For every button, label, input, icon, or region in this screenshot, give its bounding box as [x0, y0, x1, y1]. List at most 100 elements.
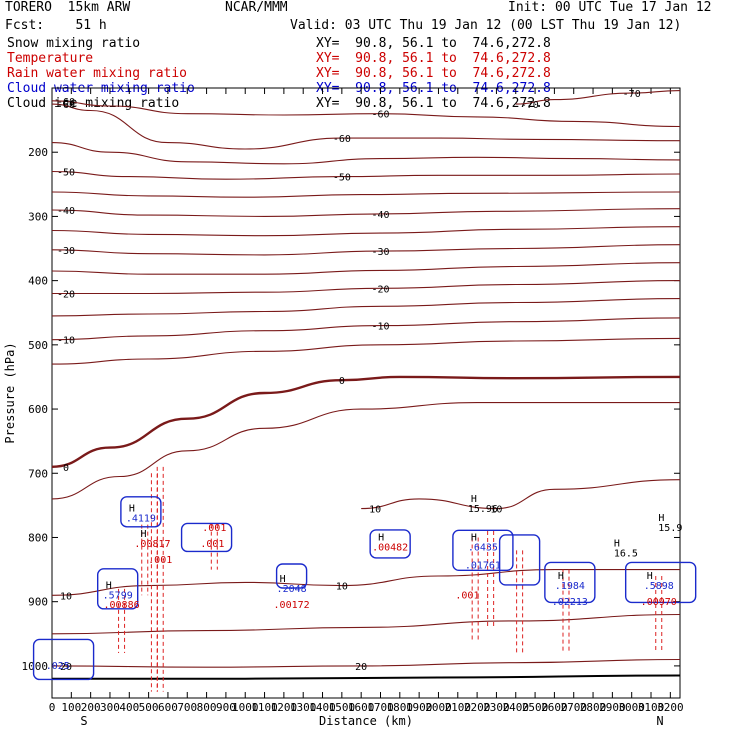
maximum-value: .001	[200, 539, 224, 550]
x-tick-label: 200	[81, 701, 101, 714]
maximum-value: .025	[46, 661, 70, 672]
x-tick-label: 1700	[367, 701, 394, 714]
contour-label: -50	[57, 167, 75, 178]
maximum-marker: H	[140, 529, 146, 540]
legend-label: Rain water mixing ratio	[7, 66, 188, 81]
x-tick-label: 2300	[483, 701, 510, 714]
maximum-marker: H	[614, 539, 620, 550]
cloud-water-contour	[32, 638, 95, 681]
maximum-value: .1984	[555, 581, 585, 592]
x-tick-label: 3200	[657, 701, 684, 714]
cloud-water-contour	[369, 529, 411, 559]
contour-label: -40	[371, 210, 389, 221]
maximum-value: .001	[455, 590, 479, 601]
maximum-marker: H	[658, 513, 664, 524]
rain-contour	[210, 524, 218, 570]
contour-label: -70	[521, 100, 539, 111]
temperature-contour	[51, 226, 681, 237]
valid-time: Valid: 03 UTC Thu 19 Jan 12 (00 LST Thu …	[290, 18, 682, 33]
x-tick-label: 2000	[425, 701, 452, 714]
rain-contour	[487, 531, 495, 628]
temperature-contour	[51, 375, 681, 468]
x-tick-label: 700	[177, 701, 197, 714]
maximum-value: .00970	[641, 597, 677, 608]
x-tick-label: 2400	[503, 701, 530, 714]
contour-label: 0	[339, 376, 345, 387]
temperature-contour	[51, 262, 681, 275]
x-tick-label: 1600	[348, 701, 375, 714]
x-tick-label: 2700	[560, 701, 587, 714]
legend-label: Snow mixing ratio	[7, 36, 141, 51]
y-tick-label: 700	[28, 467, 48, 480]
cloud-water-contour	[275, 563, 308, 589]
maximum-value: .4119	[126, 513, 156, 524]
temperature-contour	[51, 298, 681, 317]
x-tick-label: 0	[49, 701, 56, 714]
maximum-marker: H	[471, 494, 477, 505]
y-tick-label: 500	[28, 339, 48, 352]
contour-label: -10	[371, 322, 389, 333]
contour-label: -30	[371, 247, 389, 258]
maximum-value: 16.5	[614, 549, 638, 560]
x-tick-label: 1200	[271, 701, 298, 714]
maximum-marker: H	[129, 503, 135, 514]
contour-label: 20	[60, 662, 72, 673]
x-tick-label: 900	[216, 701, 236, 714]
cloud-water-contour	[544, 561, 596, 604]
maximum-marker: H	[378, 532, 384, 543]
maximum-value: 15.9	[658, 523, 682, 534]
cloud-water-contour	[498, 534, 541, 586]
x-tick-label: 2200	[464, 701, 491, 714]
x-tick-label: 1500	[329, 701, 356, 714]
cloud-water-contour	[452, 529, 514, 572]
y-tick-label: 600	[28, 403, 48, 416]
contour-label: -20	[57, 289, 75, 300]
maximum-value: .6435	[468, 542, 498, 553]
rain-contour	[150, 473, 158, 692]
x-tick-label: 1800	[387, 701, 414, 714]
rain-contour	[156, 466, 164, 692]
maximum-value: .5898	[644, 581, 674, 592]
y-tick-label: 900	[28, 596, 48, 609]
x-tick-label: 1900	[406, 701, 433, 714]
y-tick-label: 1000	[22, 660, 49, 673]
x-tick-label: 2500	[522, 701, 549, 714]
contour-label: -60	[57, 100, 75, 111]
contour-label: 20	[355, 662, 367, 673]
temperature-contour	[51, 100, 681, 128]
rain-contour	[141, 524, 149, 596]
x-tick-label: 2600	[541, 701, 568, 714]
temperature-contour	[52, 280, 681, 295]
maximum-marker: H	[280, 574, 286, 585]
contour-label: -70	[623, 89, 641, 100]
maximum-value: 15.96	[468, 504, 498, 515]
contour-label: 10	[490, 505, 502, 516]
maximum-value: .5799	[103, 590, 133, 601]
rain-contour	[516, 550, 524, 654]
x-tick-label: 800	[197, 701, 217, 714]
rain-contour	[471, 537, 479, 641]
x-axis-label: Distance (km)	[319, 714, 413, 728]
temperature-contour	[51, 142, 681, 165]
contour-label: -40	[57, 206, 75, 217]
contour-label: -20	[371, 284, 389, 295]
maximum-value: .01761	[465, 560, 501, 571]
temperature-contour	[51, 402, 680, 500]
legend-xy: XY= 90.8, 56.1 to 74.6,272.8	[316, 36, 551, 51]
contour-label: -30	[57, 246, 75, 257]
cloud-water-contour	[120, 496, 162, 528]
x-tick-label: 3100	[638, 701, 665, 714]
init-time: Init: 00 UTC Tue 17 Jan 12	[508, 0, 712, 15]
rain-contour	[118, 588, 126, 654]
y-tick-label: 800	[28, 531, 48, 544]
endpoint-label-right: N	[656, 714, 663, 728]
x-tick-label: 3000	[618, 701, 645, 714]
temperature-contour	[51, 317, 681, 341]
plot-frame	[51, 87, 681, 699]
maximum-marker: H	[471, 532, 477, 543]
y-tick-label: 200	[28, 146, 48, 159]
maximum-value: .00886	[104, 600, 140, 611]
x-tick-label: 100	[61, 701, 81, 714]
legend-xy: XY= 90.8, 56.1 to 74.6,272.8	[316, 66, 551, 81]
